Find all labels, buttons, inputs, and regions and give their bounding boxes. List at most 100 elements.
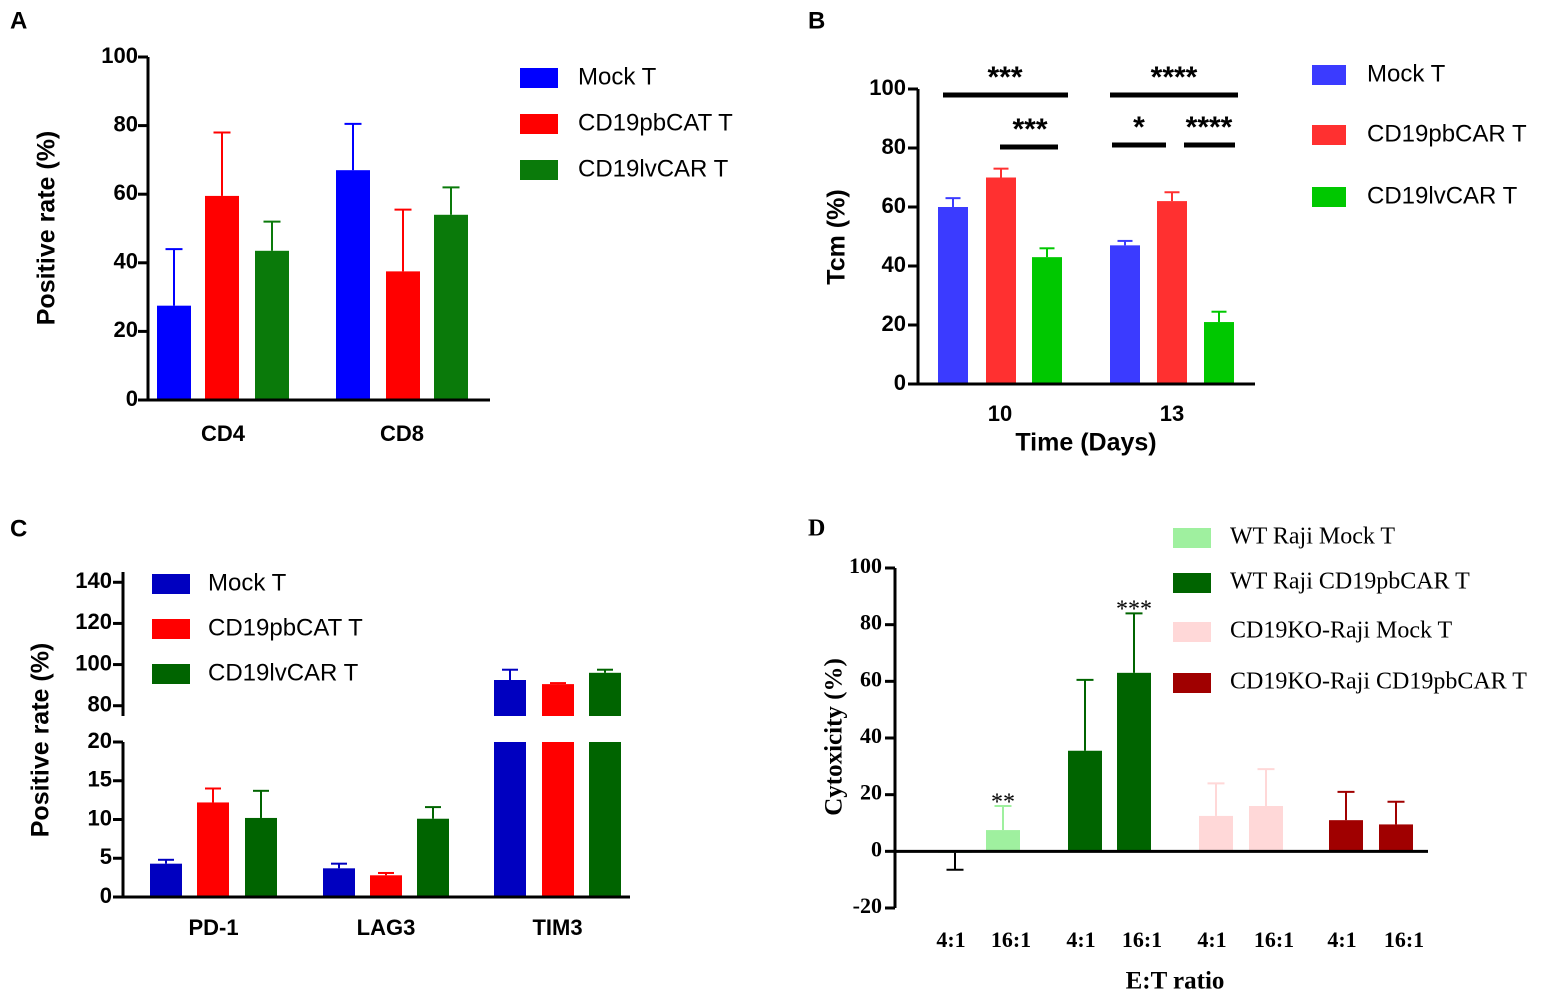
x-tick-label: 16:1 — [1122, 927, 1162, 952]
legend-label: CD19KO-Raji Mock T — [1230, 618, 1453, 644]
x-tick-label: 4:1 — [1066, 927, 1095, 952]
legend-swatch — [1312, 187, 1346, 207]
y-tick-label: 60 — [882, 193, 906, 218]
significance-label: *** — [1116, 597, 1152, 623]
bar — [197, 802, 229, 897]
x-tick-label: PD-1 — [188, 915, 238, 940]
panel-letter: C — [10, 515, 27, 542]
legend-label: Mock T — [208, 569, 287, 596]
bar — [1204, 322, 1234, 384]
legend-label: Mock T — [1367, 60, 1446, 87]
y-tick-label: 100 — [849, 553, 882, 578]
y-tick-label: 80 — [882, 134, 906, 159]
y-axis-label: Positive rate (%) — [27, 643, 55, 838]
bar — [1329, 820, 1363, 852]
y-tick-label: 20 — [882, 311, 906, 336]
y-tick-label: 0 — [894, 370, 906, 395]
y-tick-label: 60 — [860, 666, 882, 691]
bar — [1157, 201, 1187, 384]
bar — [1199, 815, 1233, 852]
panel: C 0 5 10 15 20 80 100 120 140 Mock T CD19pbCAT T CD1… — [10, 515, 630, 940]
y-axis-label: Positive rate (%) — [33, 131, 61, 326]
legend-swatch — [520, 114, 558, 134]
bar-upper — [589, 672, 621, 716]
legend-swatch — [1312, 125, 1346, 145]
panel: B 0 20 40 60 80 100 Mock T CD19pbCAR T CD19lvCAR … — [808, 7, 1527, 456]
significance-label: **** — [1186, 111, 1233, 144]
legend-swatch — [1173, 622, 1211, 642]
bar — [1032, 257, 1062, 384]
significance-label: *** — [987, 61, 1022, 94]
bar — [589, 742, 621, 897]
bar — [1068, 750, 1102, 852]
y-axis-label: Tcm (%) — [823, 189, 851, 284]
y-tick-label: 80 — [114, 111, 138, 136]
bar — [986, 177, 1016, 384]
bar — [1117, 672, 1151, 852]
legend-label: Mock T — [578, 63, 657, 90]
y-tick-label: 40 — [114, 249, 138, 274]
x-tick-label: 4:1 — [1327, 927, 1356, 952]
y-tick-label: 20 — [114, 317, 138, 342]
x-tick-label: TIM3 — [532, 915, 582, 940]
legend-label: CD19KO-Raji CD19pbCAR T — [1230, 669, 1527, 695]
significance-label: * — [1133, 111, 1145, 144]
bar — [494, 742, 526, 897]
legend-label: CD19pbCAR T — [1367, 120, 1527, 147]
y-tick-label: 20 — [88, 728, 112, 753]
legend-label: WT Raji Mock T — [1230, 524, 1395, 550]
bar — [1249, 806, 1283, 852]
y-tick-label: 80 — [860, 610, 882, 635]
bar-upper — [494, 680, 526, 716]
legend-label: CD19lvCAR T — [208, 659, 359, 686]
y-tick-label: 100 — [869, 75, 906, 100]
x-tick-label: 4:1 — [936, 927, 965, 952]
y-tick-label: 0 — [126, 386, 138, 411]
legend-label: CD19pbCAT T — [208, 614, 363, 641]
legend-swatch — [152, 664, 190, 684]
bar — [542, 742, 574, 897]
bar — [434, 214, 468, 400]
significance-label: *** — [1012, 113, 1047, 146]
x-tick-label: 13 — [1160, 401, 1184, 426]
bar — [938, 207, 968, 384]
significance-label: **** — [1151, 61, 1198, 94]
y-tick-label: 0 — [871, 836, 882, 861]
y-tick-label: 40 — [860, 723, 882, 748]
bar-upper — [542, 684, 574, 716]
x-tick-label: LAG3 — [357, 915, 416, 940]
panel-letter: A — [10, 7, 27, 34]
x-tick-label: 16:1 — [991, 927, 1031, 952]
y-axis-label: Cytoxicity (%) — [821, 658, 848, 816]
bar — [417, 818, 449, 897]
bar — [370, 875, 402, 897]
legend-swatch — [152, 574, 190, 594]
legend-label: CD19lvCAR T — [578, 155, 729, 182]
y-tick-label: 120 — [75, 609, 112, 634]
bar — [150, 863, 182, 897]
legend-label: CD19lvCAR T — [1367, 182, 1518, 209]
y-tick-label: 15 — [88, 767, 112, 792]
panel: D -20 0 20 40 60 80 100 WT Raji Mock T WT Raji CD… — [808, 516, 1527, 994]
y-tick-label: 100 — [75, 650, 112, 675]
legend-swatch — [1173, 573, 1211, 593]
bar — [386, 271, 420, 400]
y-tick-label: 20 — [860, 780, 882, 805]
x-axis-label: Time (Days) — [1015, 429, 1156, 457]
bar — [1379, 824, 1413, 852]
panel-letter: D — [808, 516, 825, 542]
bar — [986, 830, 1020, 852]
legend-swatch — [520, 160, 558, 180]
panel: A 0 20 40 60 80 100 Mock T CD19pbCAT T CD19lvCAR … — [10, 7, 733, 445]
significance-label: ** — [991, 790, 1015, 816]
x-axis-label: E:T ratio — [1126, 968, 1225, 994]
legend-swatch — [520, 68, 558, 88]
x-tick-label: 16:1 — [1254, 927, 1294, 952]
x-tick-label: CD8 — [380, 421, 424, 446]
x-tick-label: 16:1 — [1384, 927, 1424, 952]
y-tick-label: -20 — [853, 893, 882, 918]
y-tick-label: 40 — [882, 252, 906, 277]
bar — [255, 250, 289, 400]
bar — [323, 868, 355, 897]
